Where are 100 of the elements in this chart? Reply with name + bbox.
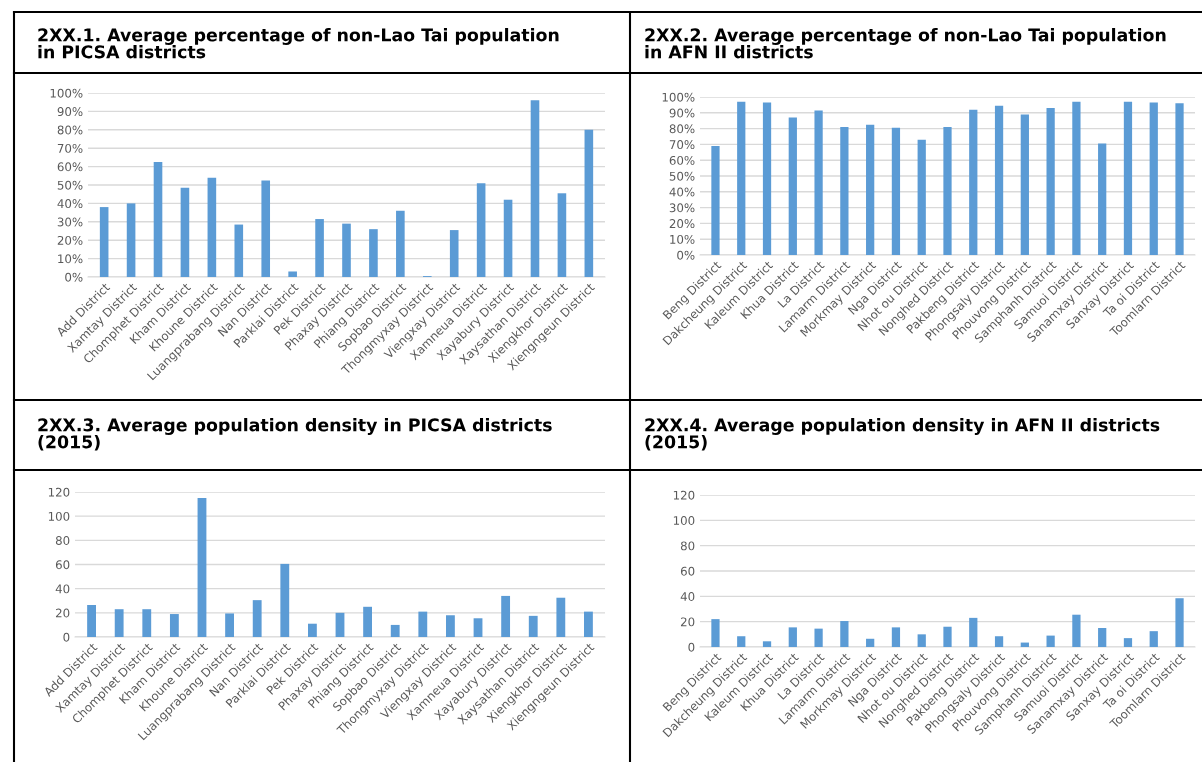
bar — [737, 636, 746, 647]
bar — [943, 127, 952, 255]
bar — [891, 627, 901, 647]
y-tick-label: 70% — [57, 143, 83, 153]
bar — [737, 101, 746, 255]
bar — [396, 210, 405, 277]
y-tick-label: 60% — [669, 155, 695, 165]
y-tick-label: 90% — [57, 107, 83, 117]
bar — [917, 139, 926, 255]
y-tick-label: 60 — [680, 566, 695, 576]
bar — [234, 224, 244, 277]
bar — [126, 203, 136, 277]
bar — [969, 617, 978, 647]
bar — [814, 628, 823, 647]
bar — [369, 229, 378, 277]
bar — [969, 109, 978, 255]
bar — [197, 498, 207, 637]
y-tick-label: 100% — [662, 92, 695, 102]
bar — [207, 177, 217, 277]
bar — [1175, 598, 1184, 647]
bar — [1072, 101, 1081, 255]
bar — [1098, 143, 1107, 255]
bar — [584, 611, 593, 637]
y-tick-label: 40% — [57, 199, 83, 209]
bar — [1149, 631, 1158, 647]
bar — [315, 219, 324, 277]
bar — [363, 606, 373, 637]
bar — [1149, 102, 1158, 255]
bar — [169, 614, 179, 637]
y-tick-label: 50% — [57, 180, 83, 190]
bar — [280, 563, 290, 637]
y-tick-label: 80 — [55, 536, 70, 545]
y-tick-label: 50% — [669, 171, 695, 181]
y-tick-label: 0% — [677, 250, 695, 260]
y-tick-label: 60% — [57, 162, 83, 172]
y-tick-label: 0 — [63, 632, 70, 642]
y-tick-label: 10% — [670, 234, 695, 244]
chart-title: 2XX.4. Average population density in AFN II districts (2015) — [645, 418, 1160, 451]
y-tick-label: 80% — [669, 124, 695, 134]
bar — [556, 597, 566, 637]
bar — [142, 609, 152, 637]
bar — [473, 618, 483, 637]
bar — [1020, 114, 1029, 255]
y-tick-label: 100 — [673, 516, 695, 525]
bar — [917, 634, 926, 647]
y-tick-label: 80 — [680, 541, 695, 551]
bar — [446, 615, 455, 637]
bar — [87, 604, 96, 637]
bar — [814, 110, 823, 255]
y-tick-label: 30% — [669, 203, 695, 213]
y-tick-label: 90% — [669, 108, 695, 118]
bar — [711, 619, 720, 647]
bar — [788, 627, 797, 647]
bar — [1072, 614, 1081, 647]
bar — [762, 102, 772, 255]
bar — [1175, 103, 1184, 255]
bar — [840, 621, 849, 647]
y-tick-label: 40 — [680, 592, 695, 601]
bar — [418, 611, 428, 637]
bar — [866, 638, 875, 647]
y-tick-label: 20% — [669, 219, 695, 229]
y-tick-label: 0% — [65, 272, 83, 282]
y-tick-label: 10% — [58, 254, 83, 264]
y-tick-label: 120 — [673, 490, 695, 500]
bar — [335, 612, 345, 637]
bar — [1123, 101, 1133, 255]
bar — [530, 100, 540, 277]
bar — [261, 180, 271, 277]
bar — [288, 271, 297, 277]
bar — [501, 595, 511, 637]
bar — [891, 127, 901, 255]
bar — [99, 207, 109, 277]
bar — [503, 199, 513, 277]
bar — [180, 187, 190, 277]
bar — [557, 193, 567, 277]
y-tick-label: 70% — [669, 140, 695, 150]
y-tick-label: 40 — [55, 584, 70, 594]
y-tick-label: 60 — [55, 560, 70, 570]
bar — [252, 600, 262, 637]
bar — [1046, 108, 1055, 255]
chart-title: 2XX.2. Average percentage of non-Lao Tai population in AFN II districts — [645, 28, 1166, 59]
bar — [449, 230, 459, 277]
bar — [153, 162, 163, 277]
y-tick-label: 40% — [669, 187, 695, 197]
bar — [476, 183, 486, 277]
bar — [584, 129, 594, 277]
bar — [307, 623, 317, 637]
y-tick-label: 20% — [57, 235, 83, 245]
y-tick-label: 120 — [48, 487, 70, 497]
bar — [994, 105, 1004, 255]
bar — [390, 624, 400, 637]
chart-title: 2XX.1. Average percentage of non-Lao Tai population in PICSA districts — [38, 28, 559, 59]
y-tick-label: 20 — [55, 608, 70, 618]
bar — [788, 117, 797, 255]
y-tick-label: 20 — [680, 617, 695, 627]
bar — [342, 223, 351, 277]
bar — [114, 609, 124, 637]
y-tick-label: 0 — [688, 642, 695, 652]
bar — [1098, 628, 1107, 647]
y-tick-label: 30% — [57, 217, 83, 227]
